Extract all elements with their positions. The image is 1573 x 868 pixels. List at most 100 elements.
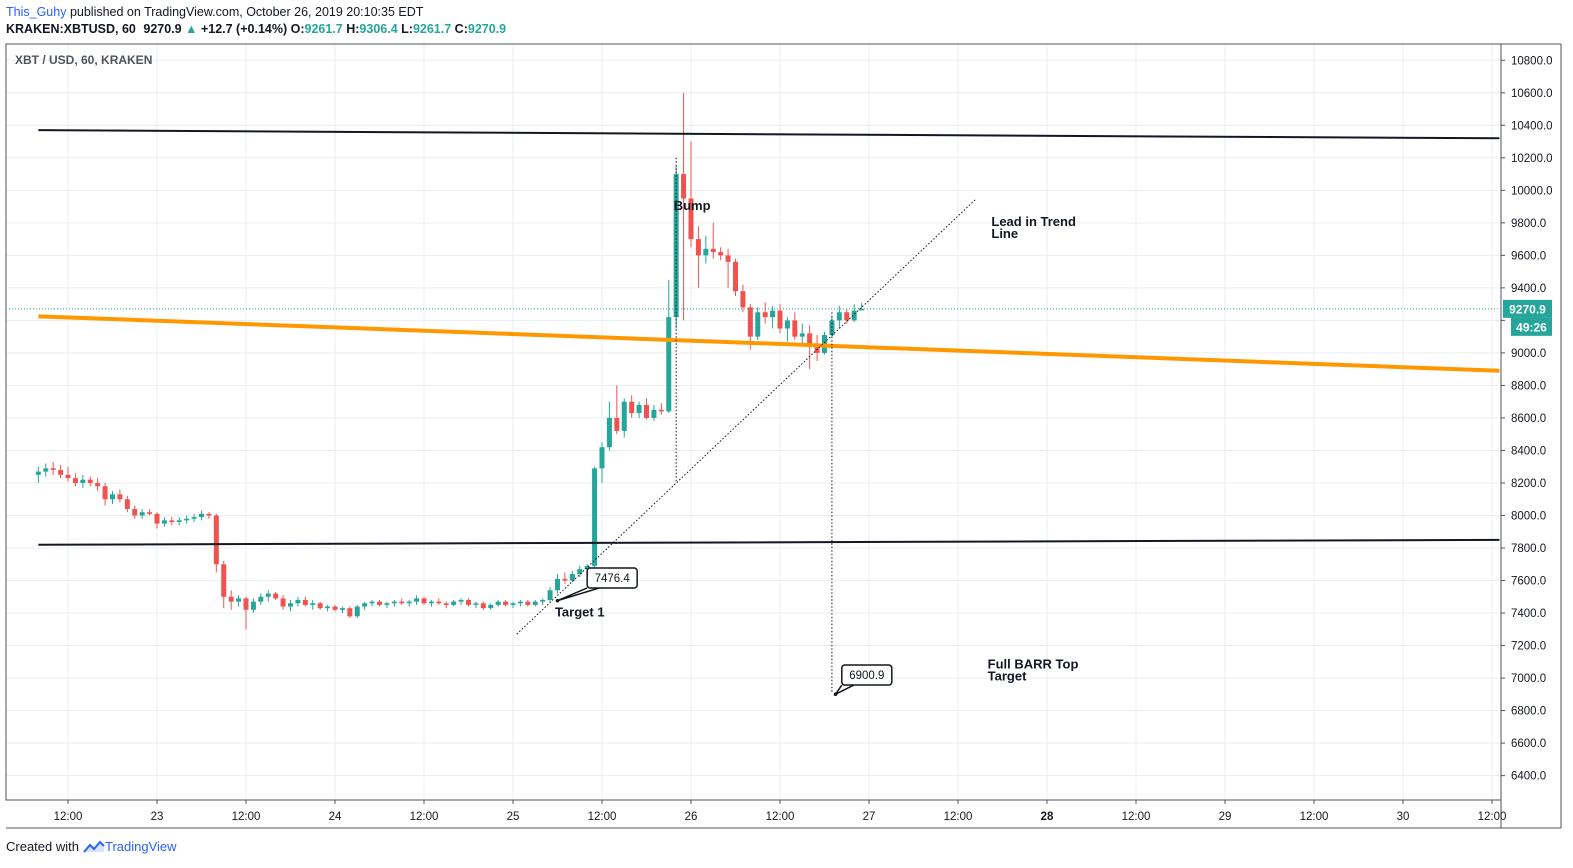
candle-body (555, 578, 560, 591)
candle-body (436, 601, 442, 604)
candle-body (369, 601, 375, 604)
candle-body (644, 404, 649, 418)
candle-body (629, 401, 635, 414)
callout-7476-text: 7476.4 (595, 573, 631, 585)
callout-7476-pointer (557, 587, 600, 602)
time-tick-label: 12:00 (766, 811, 795, 823)
candle-body (317, 603, 323, 609)
candle-body (666, 317, 672, 412)
high-label: H: (346, 22, 360, 36)
time-tick-label: 27 (863, 811, 876, 823)
last-price-label: 9270.9 (1509, 302, 1546, 316)
candle-body (354, 606, 360, 617)
price-tick-label: 8000.0 (1511, 510, 1546, 522)
callout-6900-point (833, 692, 838, 696)
candle-body (43, 468, 49, 472)
candle-body (199, 513, 204, 518)
candle-body (347, 608, 353, 617)
time-tick-label: 12:00 (1478, 811, 1507, 823)
tradingview-logo-icon (83, 840, 105, 853)
candle-body (703, 248, 709, 256)
candle-body (421, 598, 427, 604)
price-tick-label: 10000.0 (1511, 185, 1553, 197)
candle-body (755, 312, 761, 337)
candle-body (65, 474, 71, 479)
candle-body (770, 310, 776, 318)
candle-body (117, 494, 123, 500)
candle-body (302, 600, 308, 605)
grid (6, 44, 1501, 800)
candle-body (310, 603, 316, 605)
tradingview-link[interactable]: TradingView (83, 839, 177, 854)
candle-body (807, 333, 813, 345)
last-price-value: 9270.9 (143, 22, 182, 36)
candle-body (236, 598, 242, 602)
candle-body (762, 312, 768, 318)
candle-body (688, 198, 694, 240)
candle-body (710, 248, 716, 253)
candle-body (58, 469, 64, 475)
orange-line (38, 314, 1500, 373)
price-axis[interactable]: 6400.0 6600.0 6800.0 7000.0 7200.0 7400.0 7600… (1501, 55, 1553, 783)
candle-body (532, 601, 538, 605)
candle-body (206, 513, 212, 516)
lead-in-trend-line (516, 198, 977, 635)
candle-body (740, 291, 746, 308)
time-tick-label: 23 (151, 811, 164, 823)
candle-body (221, 564, 227, 597)
candle-body (35, 471, 41, 475)
time-axis[interactable]: 12:00 23 12:00 24 12:00 25 12:00 26 12:00 27 12:00… (54, 800, 1507, 823)
candle-body (414, 598, 420, 602)
candle-body (280, 598, 286, 607)
candle-body (139, 512, 145, 516)
candle-body (102, 486, 108, 500)
price-tick-label: 9400.0 (1511, 283, 1546, 295)
candle-body (362, 603, 368, 607)
price-tick-label: 7600.0 (1511, 576, 1546, 588)
author-link[interactable]: This_Guhy (6, 5, 67, 19)
price-tick-label: 6800.0 (1511, 706, 1546, 718)
candle-body (851, 310, 857, 321)
footer: Created with TradingView (6, 839, 177, 854)
lead-in-label: Lead in Trend (991, 214, 1076, 229)
candle-body (451, 601, 457, 605)
countdown-label: 49:26 (1516, 320, 1547, 334)
price-tick-label: 10400.0 (1511, 120, 1553, 132)
candle-body (250, 601, 256, 610)
candle-body (480, 603, 486, 609)
price-tick-label: 10200.0 (1511, 153, 1553, 165)
candle-body (606, 417, 612, 448)
candle-body (718, 252, 724, 256)
candle-body (80, 479, 86, 483)
candle-body (584, 565, 590, 570)
time-tick-label: 12:00 (1300, 811, 1329, 823)
candle-body (636, 404, 642, 414)
price-tick-label: 6400.0 (1511, 771, 1546, 783)
lead-in-label-line2: Line (991, 226, 1018, 241)
price-chart[interactable]: XBT / USD, 60, KRAKEN 6400.0 6600.0 6800.0… (0, 0, 1573, 835)
chart-title: XBT / USD, 60, KRAKEN (15, 53, 152, 67)
candle-body (695, 239, 701, 256)
candle-body (562, 578, 568, 581)
candle-body (443, 603, 449, 605)
candle-body (406, 601, 412, 604)
candle-body (161, 520, 167, 524)
callout-7476-box (586, 567, 638, 589)
upper-resistance (38, 129, 1500, 140)
last-price-label-bg (1503, 299, 1552, 318)
publish-info: This_Guhy published on TradingView.com, … (6, 5, 423, 19)
time-tick-label: 12:00 (1122, 811, 1151, 823)
candle-body (384, 603, 390, 605)
price-tick-label: 10600.0 (1511, 88, 1553, 100)
candle-body (265, 593, 271, 597)
candle-body (295, 600, 301, 604)
callout-6900-box (841, 664, 893, 686)
time-tick-label: 28 (1041, 811, 1054, 823)
drawings[interactable] (6, 129, 1501, 693)
time-tick-label: 24 (329, 811, 342, 823)
candle-body (844, 312, 850, 321)
candle-body (325, 606, 331, 609)
candle-body (547, 590, 553, 601)
candle-body (621, 401, 627, 431)
